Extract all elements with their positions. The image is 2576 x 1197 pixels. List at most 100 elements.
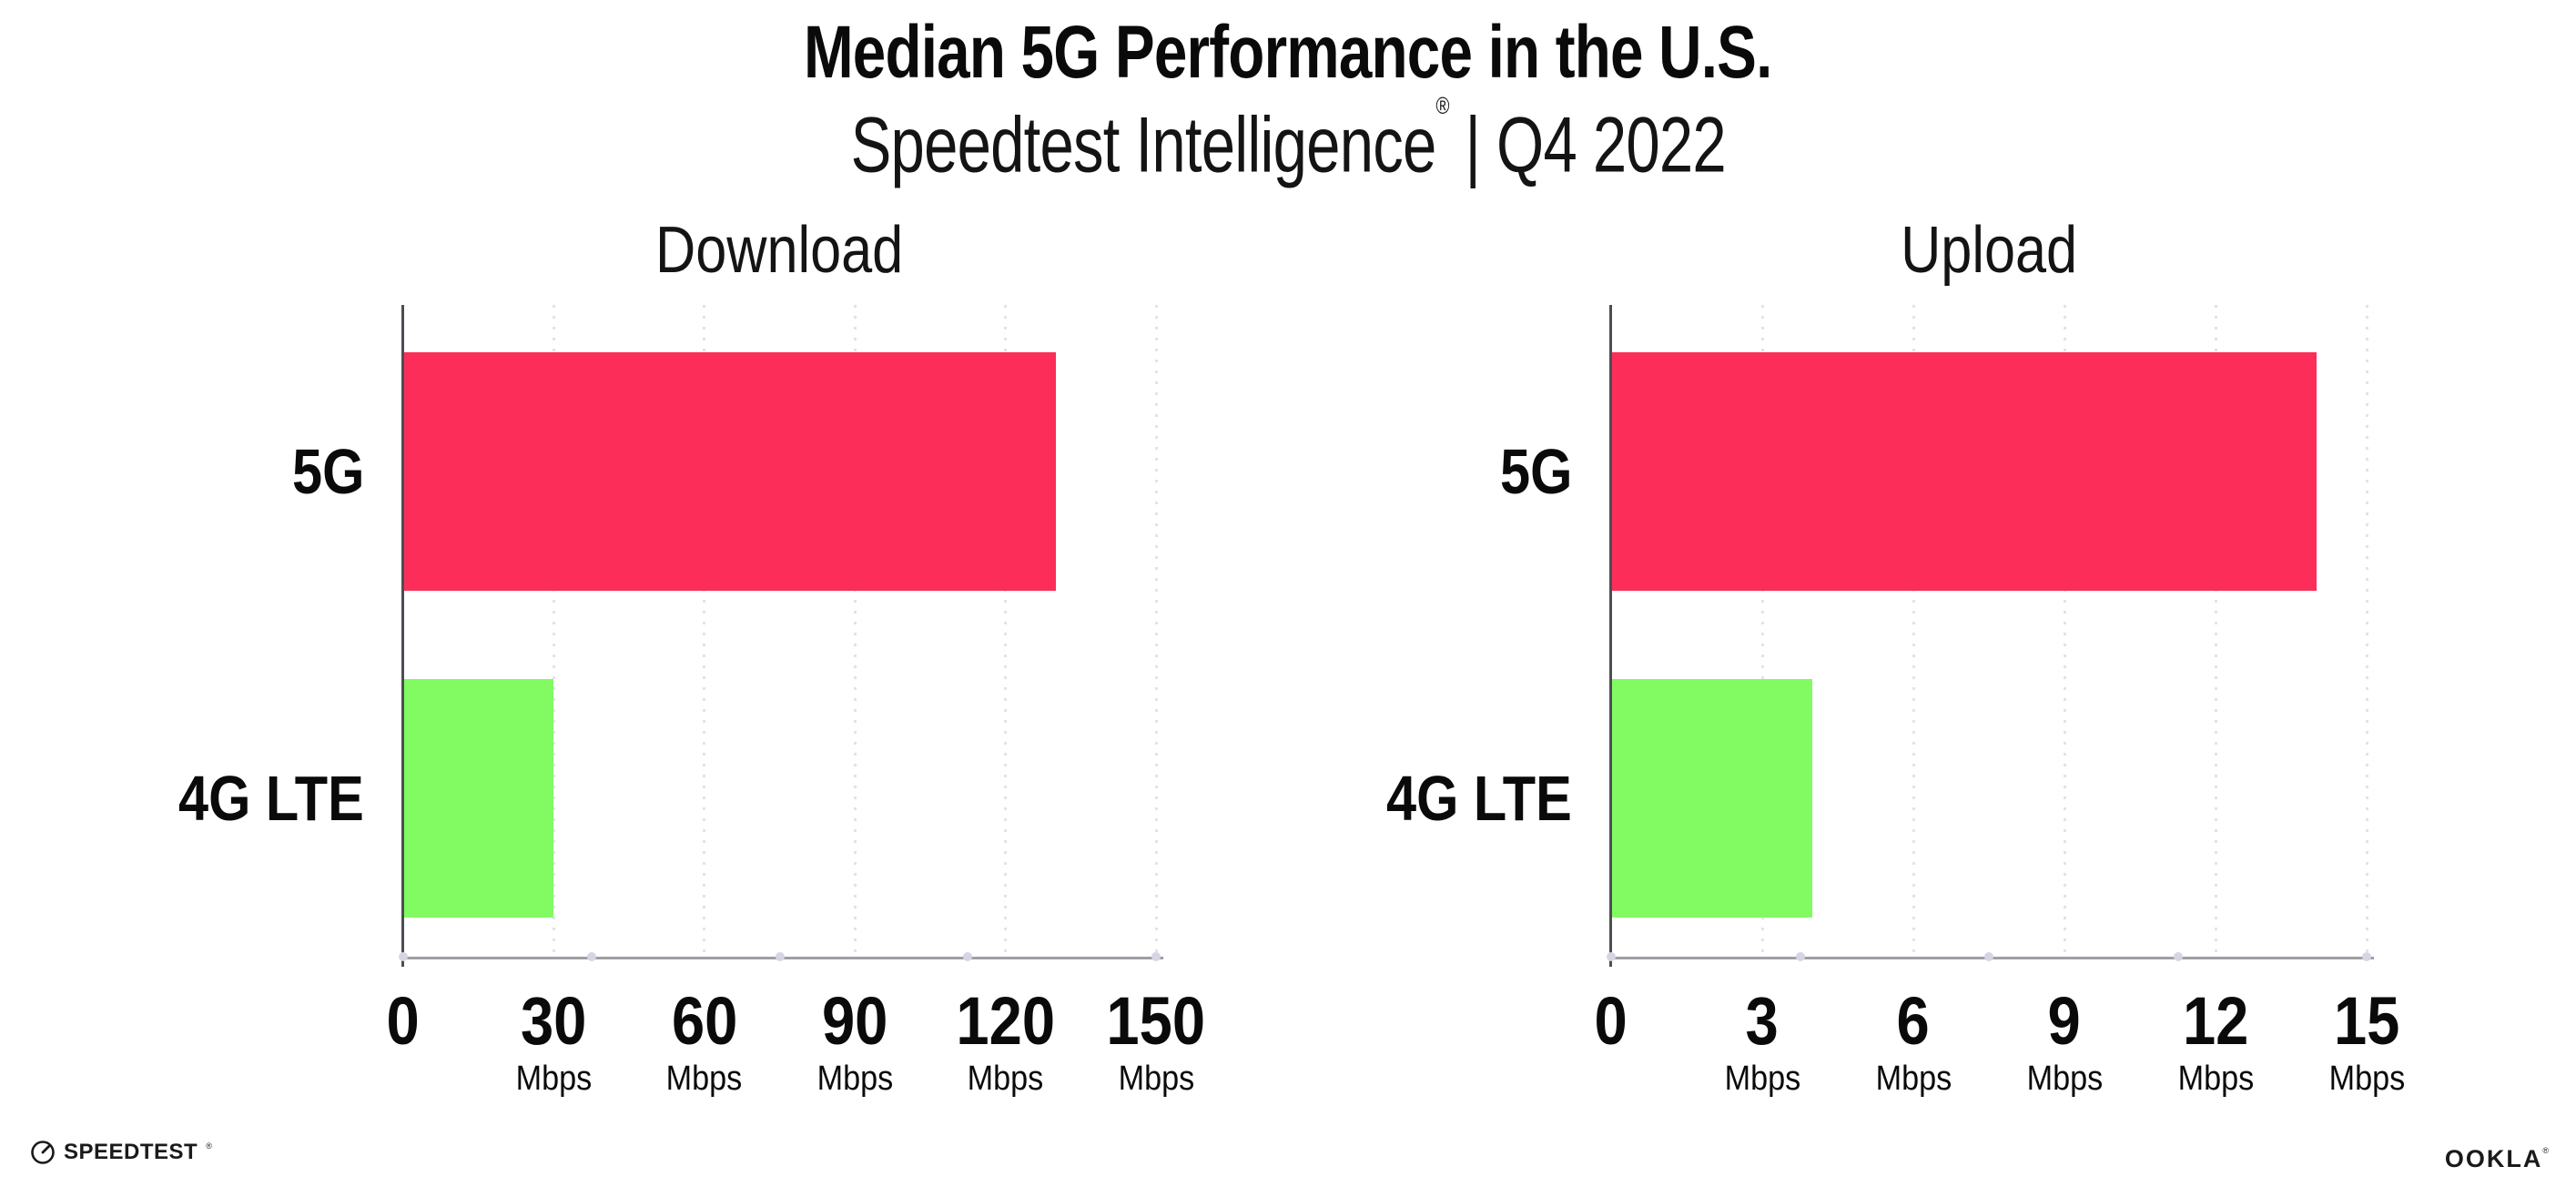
download-chart-title-box: Download [403,214,1156,287]
x-tick-value: 9 [1964,987,2165,1056]
gridline-3 [1760,305,1764,959]
upload-plot: 5G 4G LTE 0 3 Mbps 6 Mbps 9 Mbps 12 Mbps 15 Mbps [1386,305,2405,1098]
x-tick-150: 150 Mbps [1056,987,1256,1099]
gridline-6 [1912,305,1915,959]
x-tick-unit: Mbps [1813,1060,2013,1098]
x-tick-value-text: 0 [1594,983,1628,1059]
row-label-4g-lte: 4G LTE [21,760,364,837]
download-chart: Download 5G 4G LTE 0 30 Mbps 60 Mbps 90 Mbps 120 M… [178,214,1205,1098]
x-tick-unit-text: Mbps [2177,1060,2254,1098]
x-tick-unit-text: Mbps [1875,1060,1952,1098]
x-tick-unit-text: Mbps [2026,1060,2103,1098]
x-tick-value: 90 [755,987,955,1056]
x-tick-12: 12 Mbps [2115,983,2316,1099]
axis-tick-dot [963,952,973,961]
bar-4g-lte [1611,679,1813,918]
header: Median 5G Performance in the U.S. [0,9,2576,96]
x-tick-6: 6 Mbps [1813,987,2013,1099]
x-tick-value: 0 [1511,987,1711,1056]
ookla-wordmark: OOKLA [2444,1145,2543,1172]
speedtest-registered-mark: ® [206,1141,212,1151]
speedtest-gauge-icon [31,1141,55,1164]
subtitle-period: | Q4 2022 [1448,101,1726,189]
gridline-150 [1154,305,1158,959]
gridline-60 [703,305,706,959]
x-tick-value: 150 [1056,987,1256,1056]
x-tick-60: 60 Mbps [604,987,805,1099]
y-axis-line [401,305,404,967]
gridline-9 [2063,305,2066,959]
x-tick-unit: Mbps [906,1060,1106,1098]
x-tick-120: 120 Mbps [906,987,1106,1099]
y-axis-line [1609,305,1612,967]
download-plot: 5G 4G LTE 0 30 Mbps 60 Mbps 90 Mbps 120 Mbps 150 Mbp… [178,305,1205,1098]
x-tick-0: 0 [303,987,503,1056]
x-tick-value: 15 [2267,987,2467,1056]
x-tick-unit: Mbps [453,1060,654,1098]
x-tick-unit: Mbps [1662,1060,1862,1098]
x-tick-unit: Mbps [2115,1060,2316,1098]
x-tick-0: 0 [1511,987,1711,1056]
bar-5g [1611,352,2317,591]
row-label-5g: 5G [1229,433,1572,510]
row-label-text: 5G [291,436,364,507]
ookla-registered-mark: ® [2542,1145,2549,1155]
x-tick-unit-text: Mbps [816,1060,893,1098]
upload-chart: Upload 5G 4G LTE 0 3 Mbps 6 Mbps 9 Mbps 12 Mbps 15 M… [1386,214,2405,1098]
bar-4g-lte [403,679,554,918]
x-tick-value: 30 [453,987,654,1056]
x-tick-9: 9 Mbps [1964,987,2165,1099]
axis-tick-dot [1151,952,1161,961]
x-tick-value-text: 120 [956,983,1055,1059]
x-tick-unit: Mbps [1964,1060,2165,1098]
ookla-logo: OOKLA® [2445,1145,2549,1173]
axis-tick-dot [399,952,408,961]
x-tick-value-text: 150 [1106,983,1206,1059]
x-tick-unit-text: Mbps [515,1060,593,1098]
upload-chart-title-box: Upload [1611,214,2367,287]
download-chart-title: Download [655,214,904,287]
x-tick-15: 15 Mbps [2267,987,2467,1099]
x-tick-value: 60 [604,987,805,1056]
x-tick-unit-text: Mbps [665,1060,743,1098]
axis-tick-dot [586,952,596,961]
axis-tick-dot [775,952,785,961]
x-tick-3: 3 Mbps [1662,987,1862,1099]
x-tick-value-text: 0 [386,983,421,1059]
x-tick-unit-text: Mbps [1118,1060,1194,1098]
registered-mark: ® [1435,92,1449,119]
x-tick-unit-text: Mbps [967,1060,1044,1098]
x-tick-value-text: 60 [671,983,738,1059]
x-tick-value-text: 12 [2182,983,2249,1059]
row-label-5g: 5G [21,433,364,510]
row-label-text: 5G [1499,436,1572,507]
x-tick-value-text: 30 [521,983,587,1059]
upload-chart-title: Upload [1901,214,2077,287]
x-tick-unit: Mbps [2267,1060,2467,1098]
x-tick-unit-text: Mbps [2328,1060,2405,1098]
axis-tick-dot [1607,952,1616,961]
x-tick-unit-text: Mbps [1724,1060,1800,1098]
x-tick-value: 120 [906,987,1106,1056]
x-tick-value-text: 15 [2333,983,2400,1059]
x-tick-unit: Mbps [755,1060,955,1098]
x-tick-value-text: 90 [821,983,888,1059]
x-tick-value-text: 3 [1745,983,1780,1059]
speedtest-wordmark: SPEEDTEST [64,1140,198,1164]
axis-tick-dot [1984,952,1993,961]
x-tick-value: 3 [1662,987,1862,1056]
x-tick-value-text: 6 [1896,983,1931,1059]
x-tick-value: 0 [303,987,503,1056]
x-tick-30: 30 Mbps [453,987,654,1099]
axis-tick-dot [2173,952,2183,961]
speedtest-logo: SPEEDTEST ® [30,1140,212,1165]
subtitle-row: Speedtest Intelligence® | Q4 2022 [0,92,2576,189]
row-label-text: 4G LTE [178,763,364,834]
gridline-120 [1004,305,1008,959]
axis-tick-dot [1795,952,1805,961]
row-label-4g-lte: 4G LTE [1229,760,1572,837]
x-tick-90: 90 Mbps [755,987,955,1099]
gridline-30 [552,305,555,959]
x-tick-value: 6 [1813,987,2013,1056]
